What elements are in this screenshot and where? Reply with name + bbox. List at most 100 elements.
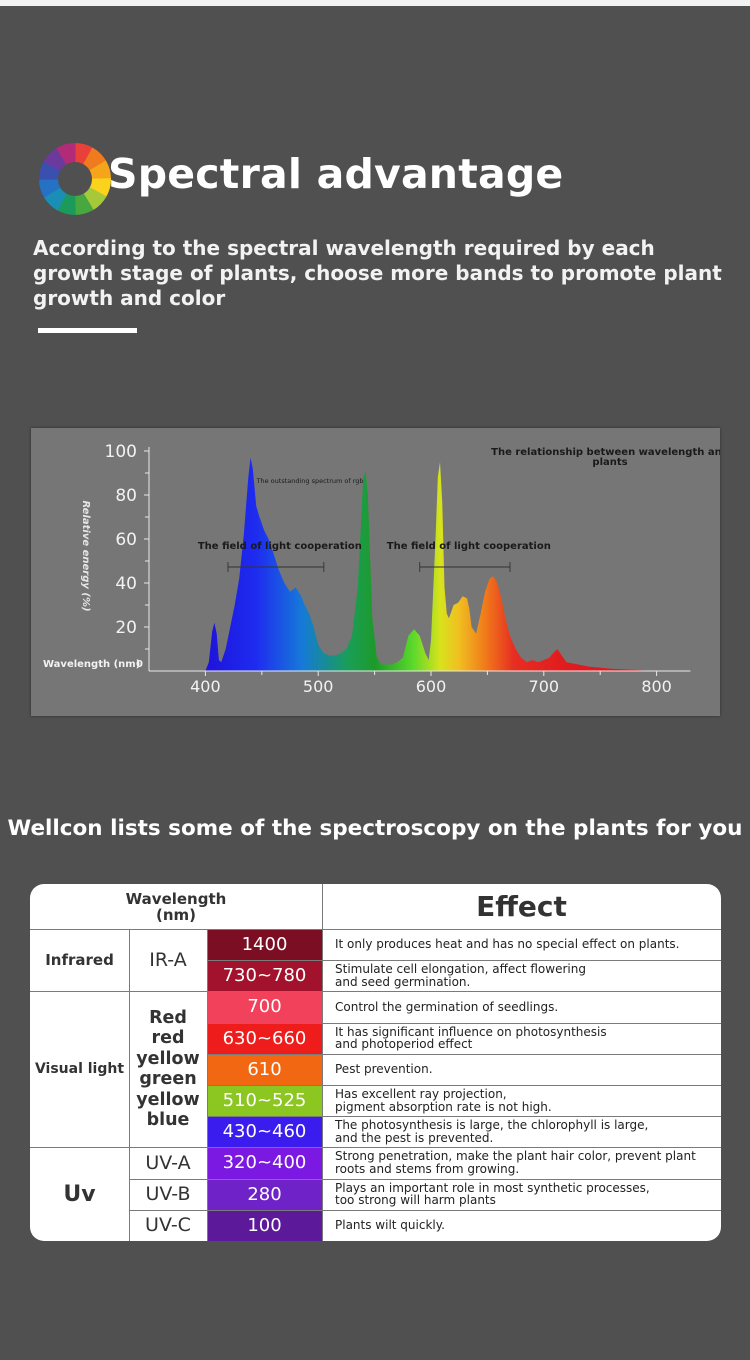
y-tick-label: 60 [115, 530, 137, 550]
effect-line: Control the germination of seedlings. [335, 999, 559, 1014]
color-name: Red [149, 1007, 187, 1028]
effect-line: too strong will harm plants [335, 1193, 496, 1208]
wavelength-swatch: 1400 [207, 929, 322, 961]
category-infrared: Infrared [45, 951, 114, 970]
color-name: green [139, 1069, 197, 1090]
effect-cell: Plays an important role in most syntheti… [322, 1179, 721, 1210]
wavelength-swatch: 100 [207, 1209, 322, 1241]
sub-uv-c: UV-C [145, 1214, 191, 1237]
spectrum-chart: 400 500 600 700 800 20 40 60 80 100 0 Wavelength (n… [31, 428, 720, 716]
table-hline [207, 1178, 721, 1180]
color-wheel-icon [39, 143, 111, 215]
effect-line: The photosynthesis is large, the chlorop… [335, 1118, 649, 1133]
x-tick-label: 600 [416, 677, 447, 696]
wheel-segment [83, 187, 107, 211]
color-name: yellow [136, 1089, 200, 1110]
effect-cell: Control the germination of seedlings. [322, 991, 721, 1022]
wheel-segment [74, 193, 94, 215]
effect-cell: Stimulate cell elongation, affect flower… [322, 960, 721, 991]
effect-line: and seed germination. [335, 974, 471, 989]
effect-line: Has excellent ray projection, [335, 1087, 507, 1102]
effect-line: pigment absorption rate is not high. [335, 1099, 552, 1114]
table-hline [129, 1178, 207, 1180]
title-underline [38, 328, 137, 333]
color-name: yellow [136, 1048, 200, 1069]
wavelength-swatch: 730~780 [207, 960, 322, 992]
wheel-segment [43, 187, 67, 211]
wheel-segment [74, 143, 94, 165]
wheel-segment [83, 147, 107, 171]
header-wavelength: Wavelength (nm) [30, 884, 322, 929]
effect-cell: It has significant influence on photosyn… [322, 1023, 721, 1054]
y-tick-label: 0 [136, 659, 143, 670]
wavelength-swatch: 320~400 [207, 1147, 322, 1179]
annotation-light-cooperation: The field of light cooperation [198, 541, 362, 552]
page-title: Spectral advantage [108, 150, 564, 198]
table-hline [207, 1085, 721, 1086]
sub-uv-a: UV-A [145, 1151, 191, 1174]
table-header-line [30, 929, 721, 930]
visual-color-names: Red red yellow green yellow blue [129, 991, 207, 1147]
wavelength-swatch: 630~660 [207, 1022, 322, 1054]
wheel-segment [56, 193, 76, 215]
table-hline [207, 1209, 721, 1211]
y-tick-label: 40 [115, 574, 137, 594]
effect-line: Plants wilt quickly. [335, 1218, 445, 1233]
wheel-segment [39, 160, 61, 180]
x-axis-label: Wavelength (nm) [43, 659, 140, 670]
table-hline [129, 1209, 207, 1211]
effect-line: and photoperiod effect [335, 1037, 473, 1052]
table-hline [207, 1053, 721, 1055]
effect-cell: Pest prevention. [322, 1054, 721, 1085]
table-hline [30, 991, 721, 993]
effect-line: Plays an important role in most syntheti… [335, 1180, 650, 1195]
wheel-segment [39, 178, 61, 198]
effect-cell: Plants wilt quickly. [322, 1210, 721, 1241]
table-vline [322, 884, 323, 1241]
spectroscopy-table: Wavelength (nm) Effect 1400 It only produces… [30, 884, 721, 1241]
annotation-light-cooperation: The field of light cooperation [387, 541, 551, 552]
table-hline [207, 960, 721, 962]
effect-line: roots and stems from growing. [335, 1161, 520, 1176]
page-subtitle: According to the spectral wavelength req… [33, 236, 722, 310]
effect-line: It only produces heat and has no special… [335, 937, 680, 952]
effect-cell: Strong penetration, make the plant hair … [322, 1147, 721, 1178]
effect-line: Pest prevention. [335, 1062, 433, 1077]
color-name: blue [146, 1110, 190, 1131]
category-uv: Uv [63, 1181, 96, 1207]
effect-line: and the pest is prevented. [335, 1130, 494, 1145]
sub-ir-a: IR-A [149, 949, 187, 972]
color-name: red [151, 1028, 185, 1049]
effect-line: Stimulate cell elongation, affect flower… [335, 962, 586, 977]
y-tick-label: 20 [115, 618, 137, 638]
table-vline [207, 929, 208, 1241]
wavelength-swatch: 430~460 [207, 1116, 322, 1148]
x-tick-label: 700 [529, 677, 560, 696]
effect-cell: Has excellent ray projection, pigment abs… [322, 1085, 721, 1116]
wheel-segment [56, 143, 76, 165]
sub-uv-b: UV-B [145, 1183, 191, 1206]
table-vline [129, 929, 130, 1241]
wavelength-swatch: 280 [207, 1178, 322, 1210]
y-tick-label: 100 [105, 442, 137, 462]
wheel-segment [43, 147, 67, 171]
category-visual-light: Visual light [34, 1061, 125, 1078]
x-tick-label: 500 [303, 677, 334, 696]
annotation-rgb: The outstanding spectrum of rgb [256, 477, 364, 485]
header-wavelength-line: Wavelength [125, 889, 227, 908]
chart-title: The relationship between wavelength and [491, 447, 720, 458]
wheel-segment [89, 178, 111, 198]
y-tick-label: 80 [115, 486, 137, 506]
table-hline [207, 1116, 721, 1118]
x-tick-label: 800 [641, 677, 672, 696]
wavelength-swatch: 510~525 [207, 1085, 322, 1117]
wavelength-swatch: 610 [207, 1053, 322, 1085]
effect-line: It has significant influence on photosyn… [335, 1024, 607, 1039]
table-hline [30, 1147, 721, 1149]
effect-cell: It only produces heat and has no special… [322, 929, 721, 960]
chart-title: plants [592, 457, 627, 468]
header-effect: Effect [476, 890, 567, 923]
x-tick-label: 400 [190, 677, 221, 696]
effect-line: Strong penetration, make the plant hair … [335, 1149, 696, 1164]
